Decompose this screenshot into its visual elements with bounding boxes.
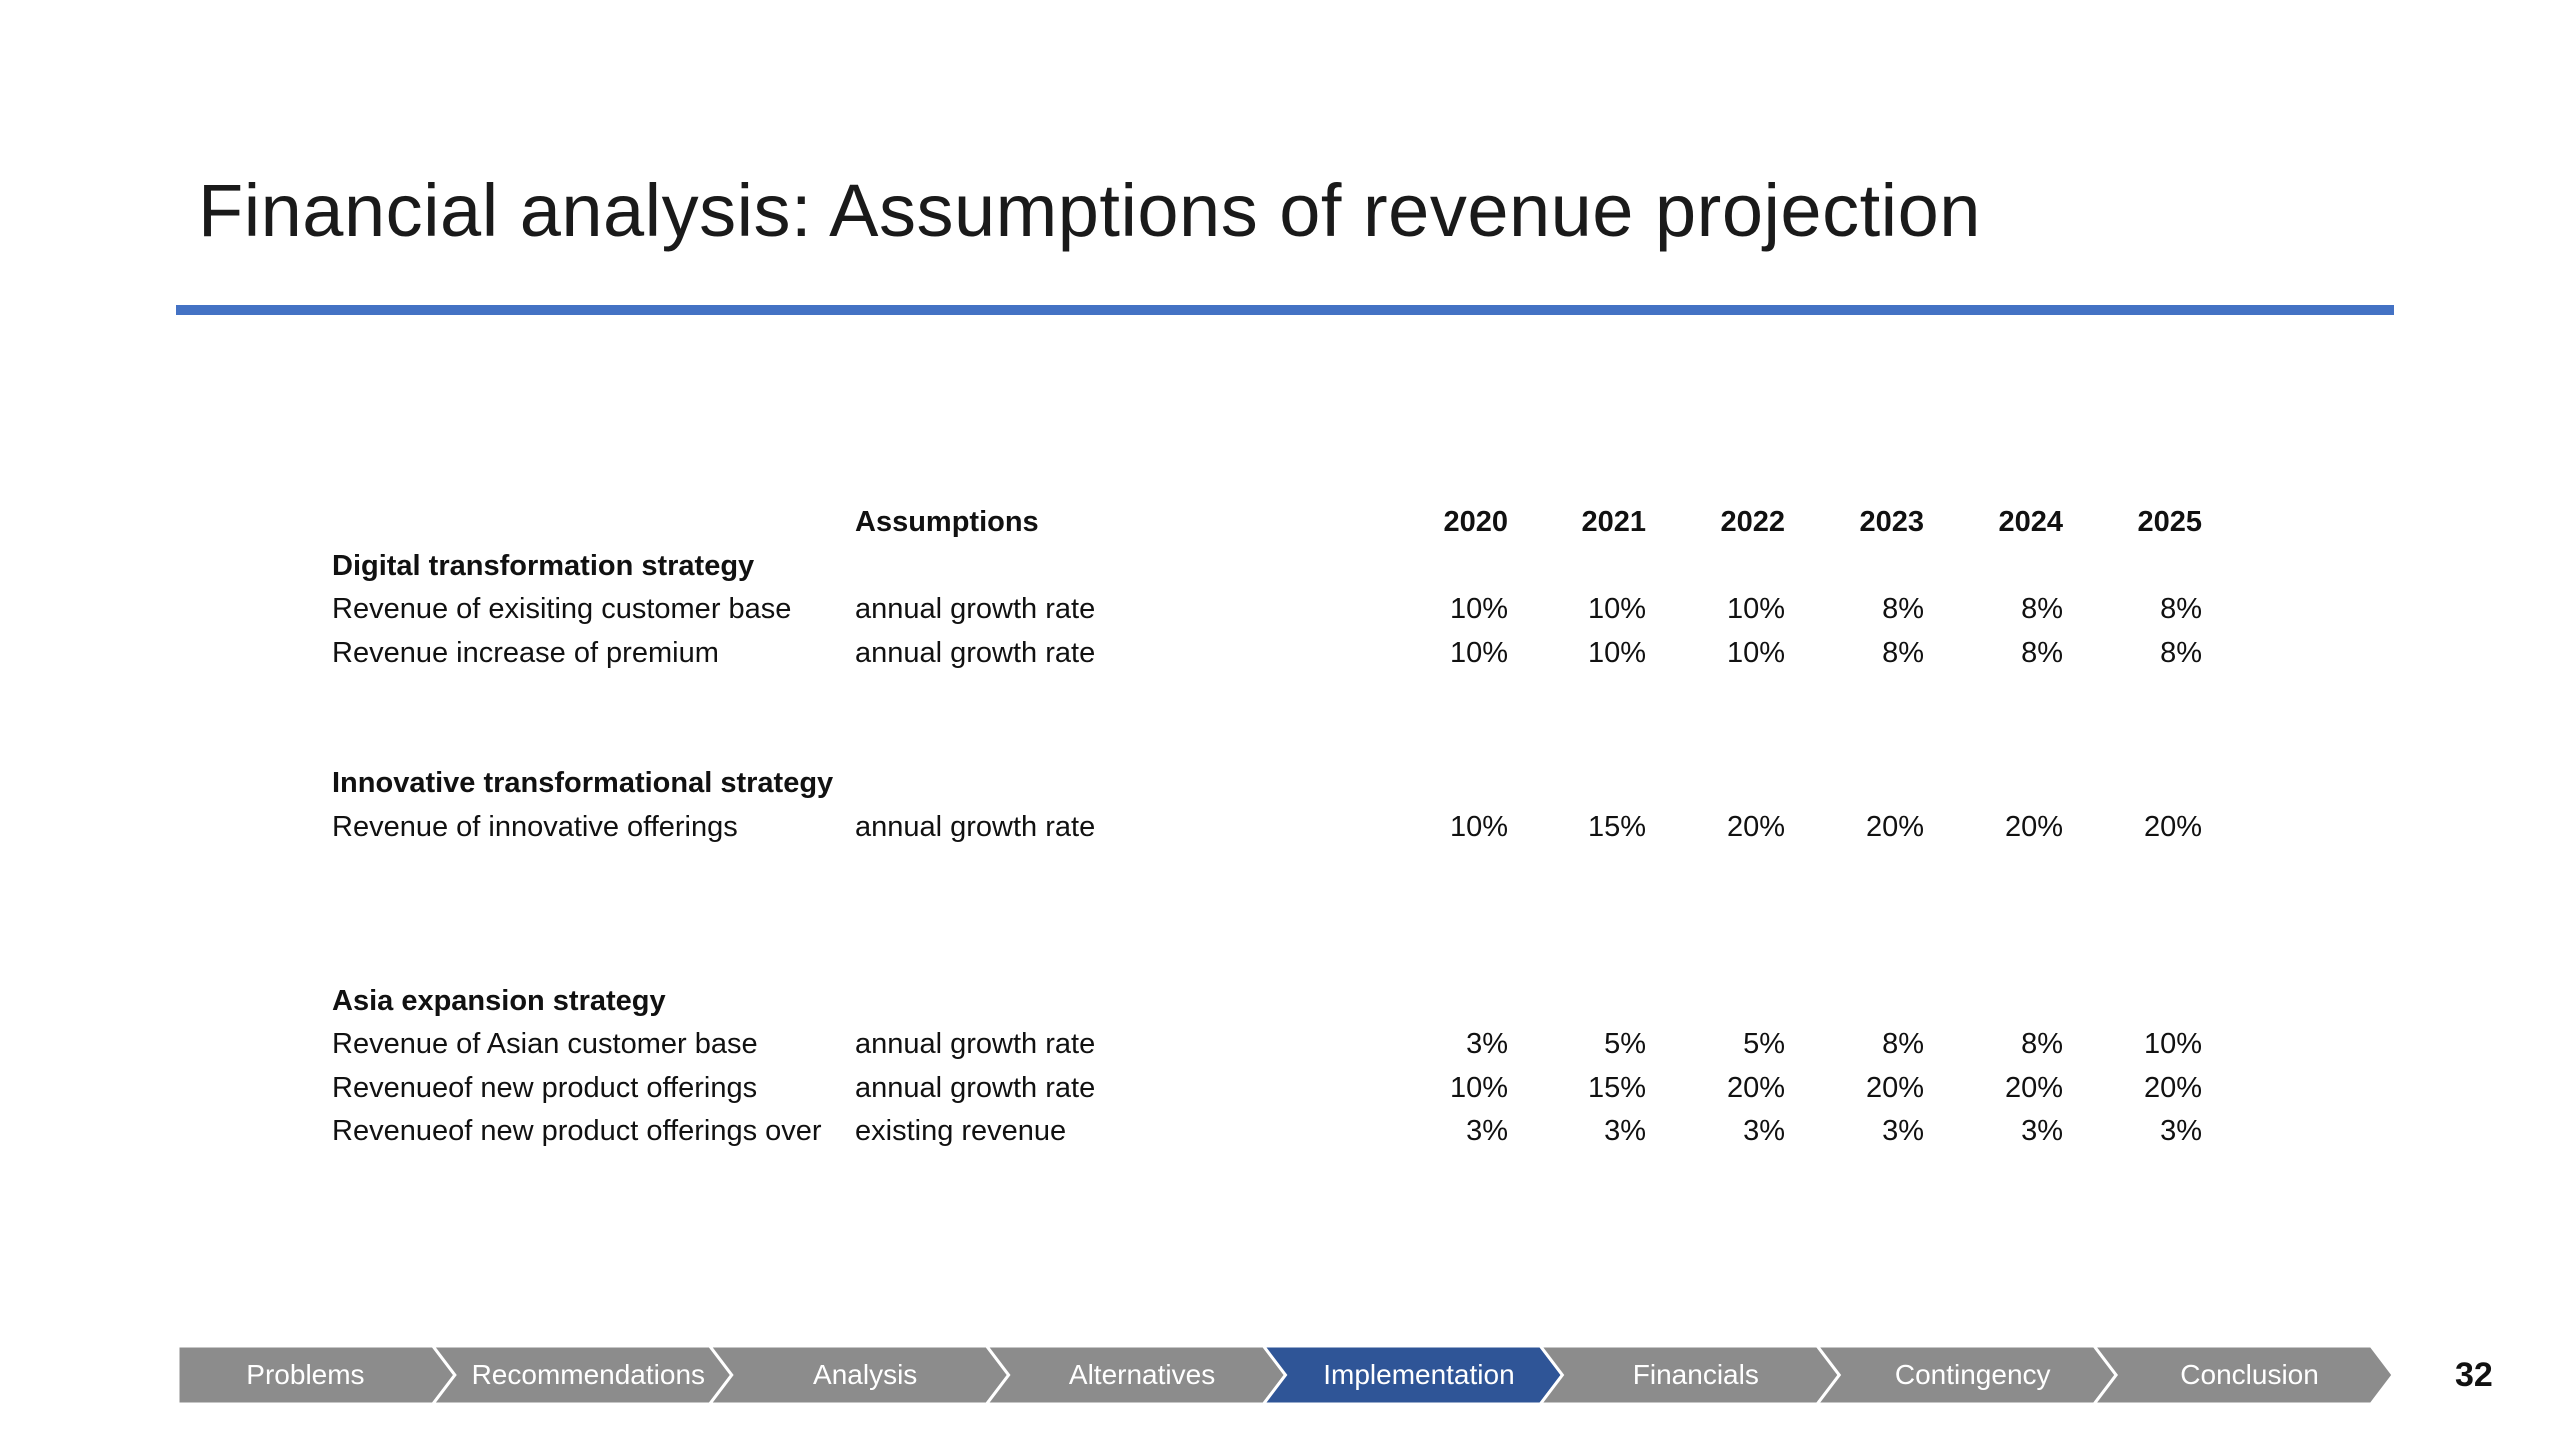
value-cell: 20% — [1865, 1071, 1924, 1104]
value-cell: 8% — [2160, 636, 2202, 669]
value-cell: 20% — [1865, 810, 1924, 843]
nav-chevron-conclusion[interactable] — [2092, 1346, 2393, 1404]
value-cell: 20% — [2004, 1071, 2063, 1104]
value-cell: 10% — [1449, 810, 1508, 843]
year-header-2023: 2023 — [1859, 506, 1924, 538]
value-cell: 10% — [1449, 593, 1508, 625]
row-assumption: annual growth rate — [855, 810, 1096, 843]
year-header-2021: 2021 — [1581, 506, 1646, 538]
assumptions-header: Assumptions — [855, 506, 1039, 538]
row-label: Revenue of Asian customer base — [332, 1028, 758, 1060]
nav-item-conclusion[interactable]: Conclusion — [2180, 1359, 2319, 1390]
value-cell: 10% — [2143, 1028, 2202, 1060]
value-cell: 8% — [2021, 593, 2063, 625]
value-cell: 10% — [1726, 636, 1785, 669]
nav-chevron-contingency[interactable] — [1815, 1346, 2119, 1404]
value-cell: 15% — [1587, 1071, 1646, 1104]
value-cell: 3% — [1466, 1115, 1508, 1147]
nav-item-analysis[interactable]: Analysis — [813, 1359, 918, 1390]
value-cell: 3% — [2160, 1115, 2202, 1147]
nav-item-implementation[interactable]: Implementation — [1323, 1359, 1515, 1390]
value-cell: 5% — [1604, 1028, 1646, 1060]
nav-chevron-analysis[interactable] — [707, 1346, 1011, 1404]
nav-chevrons — [178, 1346, 2393, 1404]
section-nav-bar: Problems Recommendations Analysis Alternati… — [178, 1346, 2393, 1404]
row-assumption: annual growth rate — [855, 1028, 1096, 1060]
year-header-2020: 2020 — [1443, 506, 1508, 538]
value-cell: 3% — [1743, 1115, 1785, 1147]
value-cell: 15% — [1587, 810, 1646, 843]
slide-title: Financial analysis: Assumptions of reven… — [198, 169, 1981, 252]
value-cell: 8% — [1882, 1028, 1924, 1060]
value-cell: 10% — [1449, 636, 1508, 669]
nav-item-alternatives[interactable]: Alternatives — [1068, 1359, 1216, 1390]
value-cell: 3% — [1466, 1028, 1508, 1060]
value-cell: 10% — [1587, 636, 1646, 669]
nav-item-recommendations[interactable]: Recommendations — [471, 1359, 706, 1390]
row-label: Revenue increase of premium — [332, 636, 719, 669]
value-cell: 8% — [2021, 636, 2063, 669]
nav-chevron-recommendations[interactable] — [430, 1346, 734, 1404]
page-number: 32 — [2455, 1356, 2493, 1394]
row-assumption: annual growth rate — [855, 1071, 1096, 1104]
nav-item-contingency[interactable]: Contingency — [1894, 1359, 2051, 1390]
year-header-2025: 2025 — [2137, 506, 2202, 538]
value-cell: 8% — [2160, 593, 2202, 625]
title-underline — [176, 305, 2394, 315]
value-cell: 10% — [1726, 593, 1785, 625]
row-label: Revenue of exisiting customer base — [332, 593, 792, 625]
value-cell: 8% — [1882, 593, 1924, 625]
nav-chevron-alternatives[interactable] — [984, 1346, 1288, 1404]
value-cell: 20% — [2143, 1071, 2202, 1104]
value-cell: 20% — [1726, 1071, 1785, 1104]
value-cell: 8% — [1882, 636, 1924, 669]
row-assumption: annual growth rate — [855, 636, 1096, 669]
row-label: Revenue of innovative offerings — [332, 810, 738, 843]
value-cell: 20% — [1726, 810, 1785, 843]
value-cell: 3% — [1604, 1115, 1646, 1147]
value-cell: 3% — [1882, 1115, 1924, 1147]
nav-item-financials[interactable]: Financials — [1632, 1359, 1759, 1390]
value-cell: 20% — [2143, 810, 2202, 843]
value-cell: 10% — [1449, 1071, 1508, 1104]
row-label: Revenueof new product offerings — [332, 1071, 758, 1104]
nav-chevron-implementation[interactable] — [1261, 1346, 1565, 1404]
section-heading: Asia expansion strategy — [332, 984, 666, 1017]
row-label: Revenueof new product offerings over — [332, 1115, 822, 1147]
year-header-2022: 2022 — [1720, 506, 1785, 538]
year-header-2024: 2024 — [1998, 506, 2063, 538]
value-cell: 20% — [2004, 810, 2063, 843]
section-heading: Innovative transformational strategy — [332, 767, 834, 799]
value-cell: 3% — [2021, 1115, 2063, 1147]
value-cell: 5% — [1743, 1028, 1785, 1060]
value-cell: 8% — [2021, 1028, 2063, 1060]
nav-chevron-financials[interactable] — [1538, 1346, 1842, 1404]
nav-item-problems[interactable]: Problems — [246, 1359, 365, 1390]
row-assumption: annual growth rate — [855, 593, 1096, 625]
value-cell: 10% — [1587, 593, 1646, 625]
section-heading: Digital transformation strategy — [332, 549, 755, 582]
row-assumption: existing revenue — [855, 1115, 1067, 1147]
